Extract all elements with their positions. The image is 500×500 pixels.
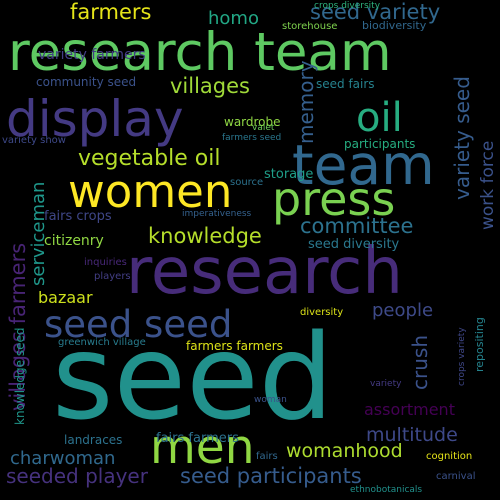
word: storage [264, 167, 314, 182]
word: citizenry [44, 233, 104, 249]
word: landraces [64, 433, 123, 447]
word: crush [408, 335, 432, 390]
word: work force [478, 140, 498, 230]
word: team [292, 133, 435, 197]
word: seed seed [44, 303, 233, 346]
word: valet [252, 123, 275, 133]
word: farmers [70, 0, 152, 24]
word: committee [300, 214, 414, 238]
word: variety seed [450, 76, 474, 200]
word: fairs farmers [156, 431, 239, 446]
word: participants [344, 137, 416, 151]
word: crops variety [457, 327, 467, 386]
word: knowledge seed [13, 327, 27, 426]
word: women [68, 165, 233, 218]
word: variety farmers [38, 47, 146, 63]
word: woman [254, 395, 287, 405]
word: seed diversity [308, 237, 400, 252]
word: diversity [300, 307, 344, 318]
word: crops diversity [314, 1, 381, 11]
word: fairs [256, 451, 278, 462]
word: display [6, 90, 184, 148]
word: seed variety [310, 0, 441, 24]
word: seed participants [180, 464, 362, 488]
word: charwoman [10, 448, 116, 469]
word: players [94, 271, 131, 282]
word: cognition [426, 451, 473, 462]
word: farmers seed [222, 133, 282, 143]
word: biodiversity [362, 19, 427, 32]
word: imperativeness [182, 209, 252, 219]
word: knowledge [148, 224, 262, 248]
word: seeded player [6, 464, 148, 488]
word: memory [294, 60, 318, 144]
word: homo [208, 8, 259, 29]
word: ethnobotanicals [350, 485, 423, 495]
word: storehouse [282, 21, 338, 32]
word: greenwich village [58, 337, 146, 348]
word: repositing [473, 317, 486, 372]
word: people [372, 300, 434, 321]
word: farmers farmers [186, 339, 283, 353]
word: men [150, 420, 255, 475]
word: source [230, 177, 264, 188]
word: oil [356, 95, 403, 141]
word: research [126, 235, 403, 309]
word: wardrobe [224, 115, 281, 129]
word: bazaar [38, 288, 93, 307]
word: fairs crops [44, 209, 112, 224]
word: assortment [364, 400, 455, 419]
word: carnival [436, 471, 476, 482]
word: seed fairs [316, 77, 375, 91]
word: seed [52, 308, 334, 446]
word: multitude [366, 424, 458, 446]
word: variety [370, 379, 402, 389]
word: womanhood [286, 440, 403, 462]
word: community seed [36, 75, 137, 89]
word: variety show [2, 135, 66, 146]
word: villages [170, 74, 250, 98]
word: press [272, 172, 396, 226]
word: inquiries [84, 257, 127, 268]
word: vegetable oil [78, 146, 221, 171]
word: research team [8, 22, 392, 83]
